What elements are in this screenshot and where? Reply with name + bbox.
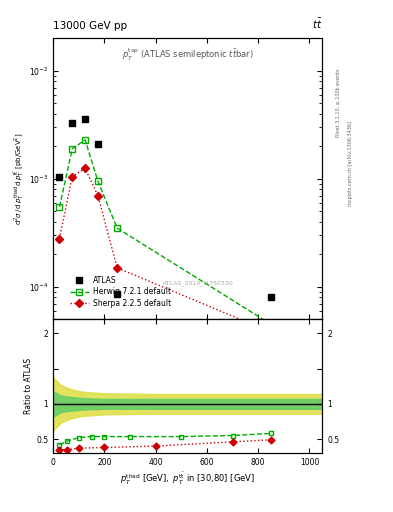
Sherpa 2.2.5 default [83, 165, 88, 172]
Text: ATLAS_2019_I1750330: ATLAS_2019_I1750330 [163, 280, 234, 286]
Sherpa 2.2.5 default [57, 236, 62, 242]
ATLAS [70, 120, 75, 126]
Herwig 7.2.1 default [115, 225, 119, 231]
Herwig 7.2.1 default [70, 146, 75, 152]
ATLAS [269, 294, 274, 301]
Herwig 7.2.1 default [57, 204, 62, 210]
Y-axis label: $\mathrm{d}^2\sigma\,/\,\mathrm{d}\,p_T^{\mathrm{thad}}\,\mathrm{d}\,p_T^{\mathr: $\mathrm{d}^2\sigma\,/\,\mathrm{d}\,p_T^… [13, 133, 26, 225]
X-axis label: $p_T^{\mathrm{thad}}\ [\mathrm{GeV}],\ p_T^{\mathrm{t\bar{t}}}\ \mathrm{in}\ [30: $p_T^{\mathrm{thad}}\ [\mathrm{GeV}],\ p… [120, 471, 255, 487]
Herwig 7.2.1 default [83, 137, 88, 143]
Herwig 7.2.1 default [269, 321, 274, 327]
ATLAS [57, 174, 62, 180]
Text: Rivet 3.1.10, ≥ 100k events: Rivet 3.1.10, ≥ 100k events [336, 68, 341, 137]
Line: Sherpa 2.2.5 default: Sherpa 2.2.5 default [57, 165, 274, 335]
Text: 13000 GeV pp: 13000 GeV pp [53, 22, 127, 31]
Line: Herwig 7.2.1 default: Herwig 7.2.1 default [57, 137, 274, 327]
ATLAS [95, 141, 100, 147]
Legend: ATLAS, Herwig 7.2.1 default, Sherpa 2.2.5 default: ATLAS, Herwig 7.2.1 default, Sherpa 2.2.… [68, 274, 173, 310]
Text: mcplots.cern.ch [arXiv:1306.3436]: mcplots.cern.ch [arXiv:1306.3436] [348, 121, 353, 206]
Sherpa 2.2.5 default [70, 174, 75, 180]
Herwig 7.2.1 default [95, 178, 100, 184]
ATLAS [115, 291, 119, 297]
Sherpa 2.2.5 default [95, 193, 100, 199]
Sherpa 2.2.5 default [269, 329, 274, 335]
ATLAS [83, 116, 88, 122]
Y-axis label: Ratio to ATLAS: Ratio to ATLAS [24, 358, 33, 414]
Sherpa 2.2.5 default [115, 265, 119, 271]
Line: ATLAS: ATLAS [56, 116, 274, 301]
Text: $t\bar{t}$: $t\bar{t}$ [312, 17, 322, 31]
Text: $p_T^{\rm top}$ (ATLAS semileptonic $t\bar{t}$bar): $p_T^{\rm top}$ (ATLAS semileptonic $t\b… [122, 47, 253, 63]
